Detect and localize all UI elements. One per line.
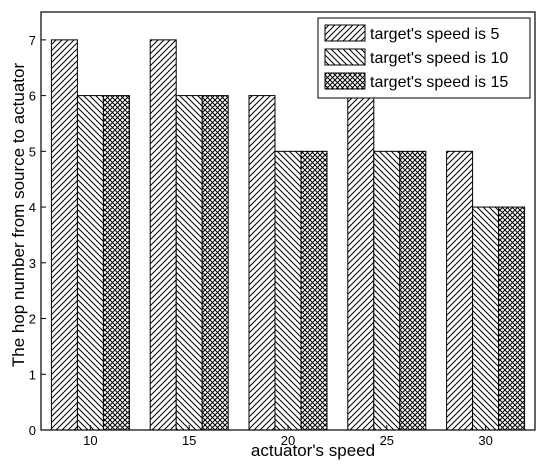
y-tick-label: 4 (29, 200, 36, 215)
bar-series-2-cat-15 (175, 95, 203, 431)
plot-frame (40, 11, 536, 431)
x-tick-label: 30 (478, 433, 492, 448)
bar-series-2-cat-25 (373, 150, 401, 431)
y-tick-label: 6 (29, 89, 36, 104)
y-axis-ticks: 0 1 2 3 4 5 6 7 (29, 33, 46, 438)
x-tick-label: 10 (83, 433, 97, 448)
x-axis-ticks: 10 15 20 25 30 (83, 425, 493, 448)
x-axis-label: actuator's speed (251, 441, 375, 460)
bars-layer (50, 39, 526, 431)
y-axis-label: The hop number from source to actuator (9, 63, 28, 368)
bar-series-1-cat-10 (50, 39, 78, 431)
bar-series-2-cat-10 (76, 95, 104, 431)
legend-label-series-2: target's speed is 10 (370, 50, 508, 67)
bar-series-1-cat-15 (149, 39, 177, 431)
bar-series-1-cat-25 (347, 95, 375, 431)
legend: target's speed is 5 target's speed is 10 t… (317, 17, 531, 99)
legend-label-series-1: target's speed is 5 (370, 26, 499, 43)
legend-swatch-series-3 (324, 72, 366, 90)
bar-series-3-cat-15 (201, 95, 229, 431)
y-tick-label: 0 (29, 423, 36, 438)
y-tick-label: 5 (29, 144, 36, 159)
legend-label-series-3: target's speed is 15 (370, 74, 508, 91)
x-tick-label: 15 (182, 433, 196, 448)
bar-series-2-cat-20 (274, 150, 302, 431)
y-tick-label: 3 (29, 256, 36, 271)
x-tick-label: 20 (281, 433, 295, 448)
bar-series-1-cat-30 (446, 150, 474, 431)
bar-series-3-cat-20 (300, 150, 328, 431)
bar-series-3-cat-25 (399, 150, 427, 431)
y-tick-label: 2 (29, 312, 36, 327)
bar-series-3-cat-30 (498, 206, 526, 431)
legend-swatch-series-2 (324, 48, 366, 66)
bar-series-1-cat-20 (248, 95, 276, 431)
legend-swatch-series-1 (324, 24, 366, 42)
y-tick-label: 1 (29, 367, 36, 382)
bar-series-2-cat-30 (472, 206, 500, 431)
y-tick-label: 7 (29, 33, 36, 48)
x-tick-label: 25 (380, 433, 394, 448)
bar-series-3-cat-10 (102, 95, 130, 431)
